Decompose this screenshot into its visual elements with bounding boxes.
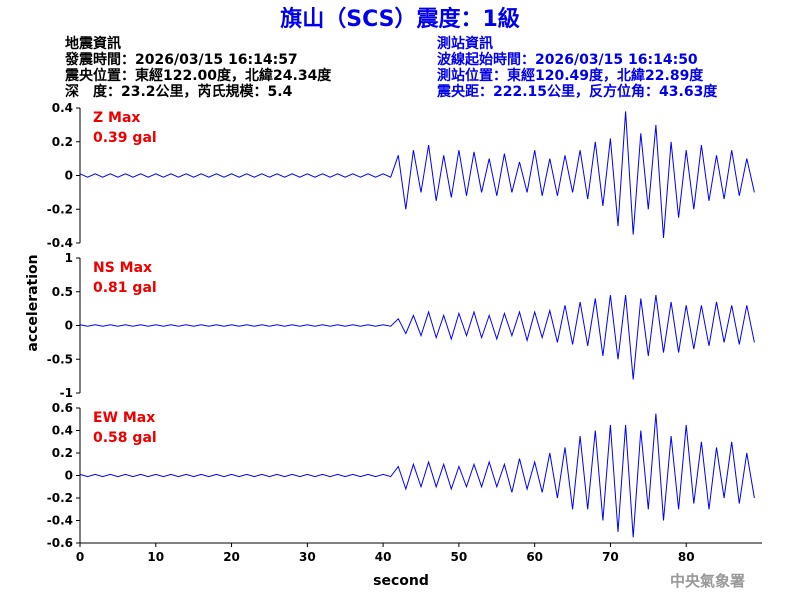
y-tick-label: -0.2 [47, 491, 73, 505]
title: 旗山（SCS）震度：1級 [280, 6, 520, 32]
y-tick-label: -0.6 [47, 536, 73, 550]
x-tick-label: 50 [451, 550, 468, 564]
x-tick-label: 10 [147, 550, 164, 564]
x-tick-label: 40 [375, 550, 392, 564]
annotation: 0.39 gal [93, 130, 157, 146]
y-tick-label: 0.4 [52, 101, 73, 115]
station-info: 測站資訊 波線起始時間：2026/03/15 16:14:50 測站位置：東經1… [436, 35, 718, 100]
y-tick-label: -0.5 [47, 352, 73, 366]
info-line: 震央距：222.15公里，反方位角：43.63度 [436, 83, 718, 100]
event-info: 地震資訊 發震時間：2026/03/15 16:14:57 震央位置：東經122… [64, 35, 332, 100]
x-tick-label: 80 [678, 550, 695, 564]
info-line: 測站資訊 [437, 35, 493, 52]
annotation: EW Max [93, 410, 155, 426]
y-tick-label: 0 [65, 319, 73, 333]
y-tick-label: -0.2 [47, 202, 73, 216]
watermark: 中央氣象署 [670, 572, 745, 590]
waveform [79, 295, 755, 380]
info-line: 測站位置：東經120.49度，北緯22.89度 [437, 67, 704, 84]
y-tick-label: 0 [65, 469, 73, 483]
y-tick-label: 0 [65, 169, 73, 183]
x-tick-label: 20 [223, 550, 240, 564]
y-tick-label: 1 [65, 251, 73, 265]
y-tick-label: -0.4 [47, 236, 73, 250]
info-line: 波線起始時間：2026/03/15 16:14:50 [437, 51, 698, 68]
x-tick-label: 70 [602, 550, 619, 564]
x-tick-label: 60 [526, 550, 543, 564]
y-tick-label: 0.2 [52, 446, 73, 460]
y-tick-label: 0.6 [52, 401, 73, 415]
annotation: 0.58 gal [93, 430, 157, 446]
annotation: 0.81 gal [93, 280, 157, 296]
y-tick-label: 0.4 [52, 424, 73, 438]
info-line: 地震資訊 [65, 35, 121, 52]
y-tick-label: 0.2 [52, 135, 73, 149]
annotation: NS Max [93, 260, 152, 276]
y-axis-label: acceleration [25, 254, 41, 351]
waveform [79, 413, 755, 538]
x-axis-label: second [373, 573, 429, 589]
y-tick-label: -1 [60, 386, 73, 400]
y-tick-label: 0.5 [52, 285, 73, 299]
y-tick-label: -0.4 [47, 514, 73, 528]
annotation: Z Max [93, 110, 140, 126]
info-line: 震央位置：東經122.00度，北緯24.34度 [64, 67, 332, 84]
info-line: 發震時間：2026/03/15 16:14:57 [64, 51, 298, 68]
info-line: 深 度：23.2公里，芮氏規模：5.4 [65, 83, 293, 100]
waveform [79, 111, 755, 238]
x-tick-label: 30 [299, 550, 316, 564]
x-tick-label: 0 [76, 550, 84, 564]
